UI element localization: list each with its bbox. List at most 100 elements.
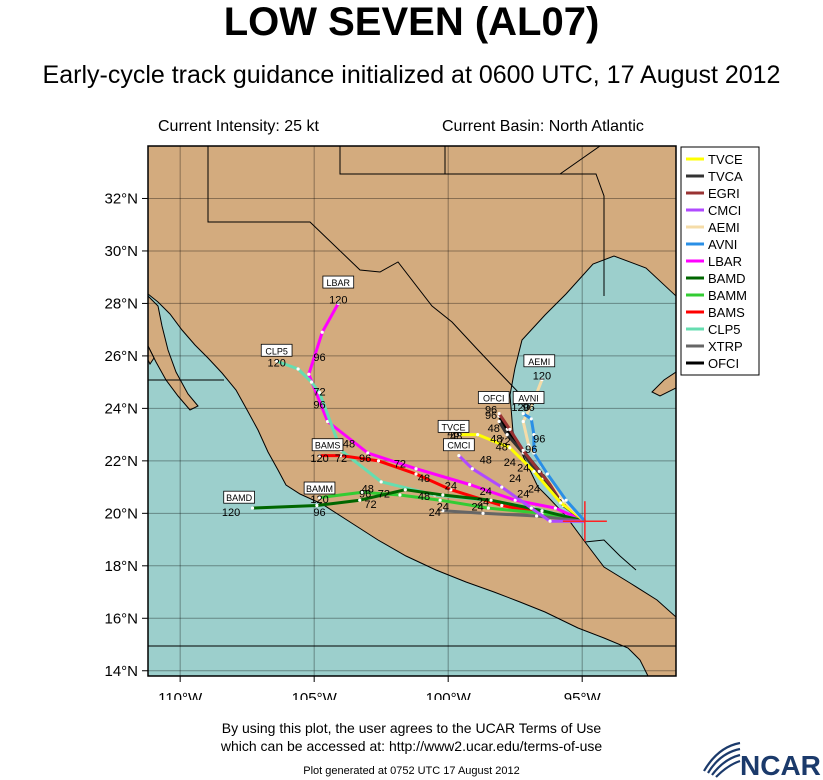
track-point-tvce	[476, 433, 480, 437]
forecast-hour-label: 96	[525, 444, 537, 456]
forecast-hour-label: 72	[394, 458, 406, 470]
track-point-bams	[376, 459, 381, 463]
lat-label: 28°N	[104, 295, 138, 312]
model-end-label: CLP5	[265, 346, 288, 356]
track-point-bamm	[317, 495, 322, 500]
lon-label: 105°W	[292, 690, 338, 700]
track-point-egri	[497, 412, 501, 416]
track-point-tvce	[508, 446, 512, 450]
model-end-box	[477, 391, 510, 404]
land-baja	[148, 295, 199, 411]
forecast-hour-label: 24	[504, 457, 516, 469]
forecast-hour-label: 48	[418, 491, 430, 503]
track-point-bams	[317, 454, 322, 458]
model-end-label: BAMM	[306, 484, 333, 494]
track-point-lbar	[468, 482, 472, 487]
forecast-hour-label: 120	[222, 507, 240, 519]
track-point-cmci	[500, 485, 504, 489]
plot-generated: Plot generated at 0752 UTC 17 August 201…	[303, 765, 520, 777]
legend-label: LBAR	[708, 254, 742, 269]
forecast-hour-label: 72	[498, 436, 510, 448]
legend-label: CLP5	[708, 322, 741, 337]
forecast-hour-label: 120	[533, 371, 551, 383]
forecast-hour-label: 120	[310, 494, 328, 506]
model-end-label: BAMD	[226, 493, 253, 503]
state-borders	[148, 146, 637, 571]
model-end-box	[260, 343, 293, 357]
model-end-box	[512, 391, 545, 404]
land-baja-tip	[148, 345, 155, 365]
track-point-bams	[414, 472, 418, 476]
forecast-hour-label: 24	[445, 481, 457, 493]
track-point-tvca	[505, 433, 509, 437]
track-tvce	[458, 433, 586, 523]
track-point-lbar	[320, 330, 324, 334]
legend-label: XTRP	[708, 339, 743, 354]
track-point-bamm	[438, 498, 442, 502]
legend-label: BAMS	[708, 305, 745, 320]
track-point-clp5	[275, 359, 279, 363]
track-point-aemi	[521, 419, 525, 424]
track-point-tvce	[457, 433, 461, 437]
track-point-cmci	[457, 454, 461, 458]
track-point-lbar	[553, 506, 557, 510]
lat-label: 26°N	[104, 348, 138, 365]
forecast-hour-label: 120	[267, 357, 285, 369]
track-point-bamd	[540, 509, 544, 513]
model-end-label: BAMS	[315, 441, 341, 451]
track-point-avni	[564, 498, 568, 502]
forecast-hour-label: 96	[522, 402, 534, 414]
model-end-box	[223, 490, 255, 504]
page-title: LOW SEVEN (AL07)	[223, 0, 600, 44]
lat-label: 22°N	[104, 453, 138, 470]
track-point-avni	[532, 451, 536, 455]
track-point-bamm	[398, 493, 402, 497]
page-subtitle: Early-cycle track guidance initialized a…	[42, 61, 781, 89]
track-point-aemi	[540, 377, 544, 382]
legend: TVCE TVCA EGRI CMCI AEMI AVNI LBAR BAMD BAMM BAMS…	[680, 146, 760, 376]
legend-label: TVCA	[708, 169, 743, 184]
forecast-hour-label: 24	[528, 483, 540, 495]
forecast-hour-label: 96	[313, 399, 325, 411]
track-point-xtrp	[535, 514, 539, 518]
forecast-hour-label: 48	[490, 433, 502, 445]
lon-label: 110°W	[158, 690, 203, 700]
legend-label: AEMI	[708, 220, 740, 235]
ncar-logo-text: NCAR	[740, 750, 821, 780]
track-point-bamm	[486, 506, 490, 510]
current-intensity: Current Intensity: 25 kt	[158, 118, 319, 135]
forecast-hour-label: 48	[496, 441, 508, 453]
track-point-tvce	[559, 501, 563, 505]
track-point-cmci	[548, 519, 552, 523]
track-point-lbar	[366, 451, 370, 455]
track-point-egri	[508, 427, 512, 431]
forecast-hour-label: 24	[517, 489, 529, 501]
forecast-hour-label: 120	[329, 294, 347, 306]
track-lbar	[307, 302, 586, 523]
model-end-label: TVCE	[442, 422, 466, 432]
forecast-hour-label: 72	[335, 453, 347, 465]
forecast-hour-label: 96	[485, 405, 497, 417]
track-point-bamm	[360, 490, 365, 494]
track-point-bamd	[315, 503, 319, 508]
track-point-bams	[500, 503, 504, 508]
forecast-hour-label: 48	[343, 439, 355, 451]
lat-label: 18°N	[104, 558, 138, 575]
lat-label: 30°N	[104, 243, 138, 260]
forecast-hour-label: 96	[313, 507, 325, 519]
track-point-bams	[339, 454, 343, 458]
forecast-hour-label: 24	[437, 502, 449, 514]
track-point-avni	[529, 417, 533, 421]
track-point-tvce	[532, 469, 536, 473]
forecast-hour-label: 24	[477, 496, 489, 508]
track-point-lbar	[336, 301, 340, 306]
track-point-cmci	[529, 506, 533, 510]
model-end-label: AVNI	[518, 394, 538, 404]
forecast-hour-label: 96	[359, 453, 371, 465]
forecast-hour-label: 24	[429, 507, 441, 519]
forecast-hour-label: 24	[517, 462, 529, 474]
model-end-box	[437, 419, 470, 433]
forecast-hour-label: 96	[485, 410, 497, 422]
legend-label: BAMD	[708, 271, 746, 286]
track-point-avni	[521, 412, 525, 416]
